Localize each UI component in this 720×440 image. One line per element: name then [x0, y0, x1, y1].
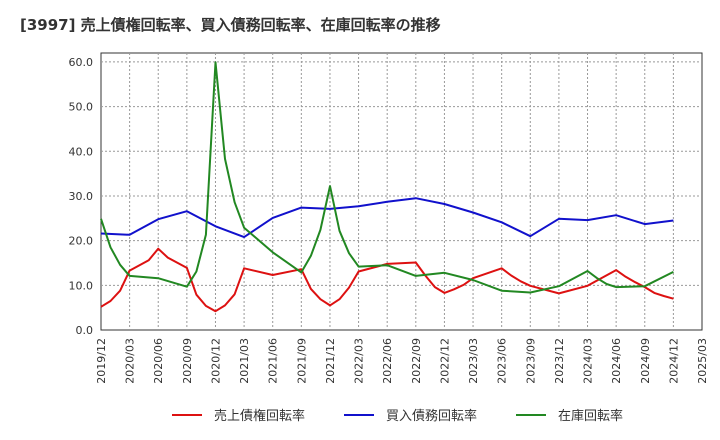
x-tick-label: 2021/12 — [324, 338, 337, 384]
series-line-1 — [100, 247, 674, 313]
x-tick-label: 2020/12 — [209, 338, 222, 384]
x-tick-label: 2023/09 — [524, 338, 537, 384]
x-tick-label: 2024/06 — [610, 338, 623, 384]
chart-title: [3997] 売上債権回転率、買入債務回転率、在庫回転率の推移 — [20, 16, 441, 34]
x-tick-label: 2019/12 — [95, 338, 108, 384]
legend-label-1: 売上債権回転率 — [214, 408, 305, 424]
y-axis-ticks: 0.0 10.0 20.0 30.0 40.0 50.0 60.0 — [69, 56, 94, 337]
x-tick-label: 2020/03 — [124, 338, 137, 384]
y-tick-label: 30.0 — [69, 190, 94, 203]
x-tick-label: 2020/06 — [152, 338, 165, 384]
plot-area — [100, 52, 703, 331]
legend: 売上債権回転率 買入債務回転率 在庫回転率 — [172, 408, 623, 424]
x-tick-label: 2022/06 — [381, 338, 394, 384]
x-tick-label: 2020/09 — [181, 338, 194, 384]
x-tick-label: 2025/03 — [696, 338, 709, 384]
y-tick-label: 20.0 — [69, 235, 94, 248]
y-tick-label: 40.0 — [69, 145, 94, 158]
x-tick-label: 2022/09 — [410, 338, 423, 384]
y-tick-label: 50.0 — [69, 101, 94, 114]
x-tick-label: 2021/03 — [238, 338, 251, 384]
x-tick-label: 2022/03 — [353, 338, 366, 384]
y-tick-label: 0.0 — [76, 324, 94, 337]
grid — [101, 53, 702, 330]
x-tick-label: 2023/12 — [553, 338, 566, 384]
x-axis-ticks: 2019/12 2020/03 2020/06 2020/09 2020/12 2021/… — [95, 338, 709, 384]
x-tick-label: 2024/03 — [582, 338, 595, 384]
legend-label-3: 在庫回転率 — [558, 408, 623, 424]
x-tick-label: 2024/12 — [667, 338, 680, 384]
legend-label-2: 買入債務回転率 — [386, 408, 477, 424]
x-tick-label: 2021/06 — [267, 338, 280, 384]
x-tick-label: 2023/06 — [496, 338, 509, 384]
x-tick-label: 2022/12 — [438, 338, 451, 384]
series-line-2 — [100, 197, 674, 239]
x-tick-label: 2023/03 — [467, 338, 480, 384]
x-tick-label: 2024/09 — [639, 338, 652, 384]
series-line-3 — [100, 61, 674, 294]
x-tick-label: 2021/09 — [295, 338, 308, 384]
y-tick-label: 10.0 — [69, 279, 94, 292]
series-lines — [100, 61, 674, 313]
y-tick-label: 60.0 — [69, 56, 94, 69]
